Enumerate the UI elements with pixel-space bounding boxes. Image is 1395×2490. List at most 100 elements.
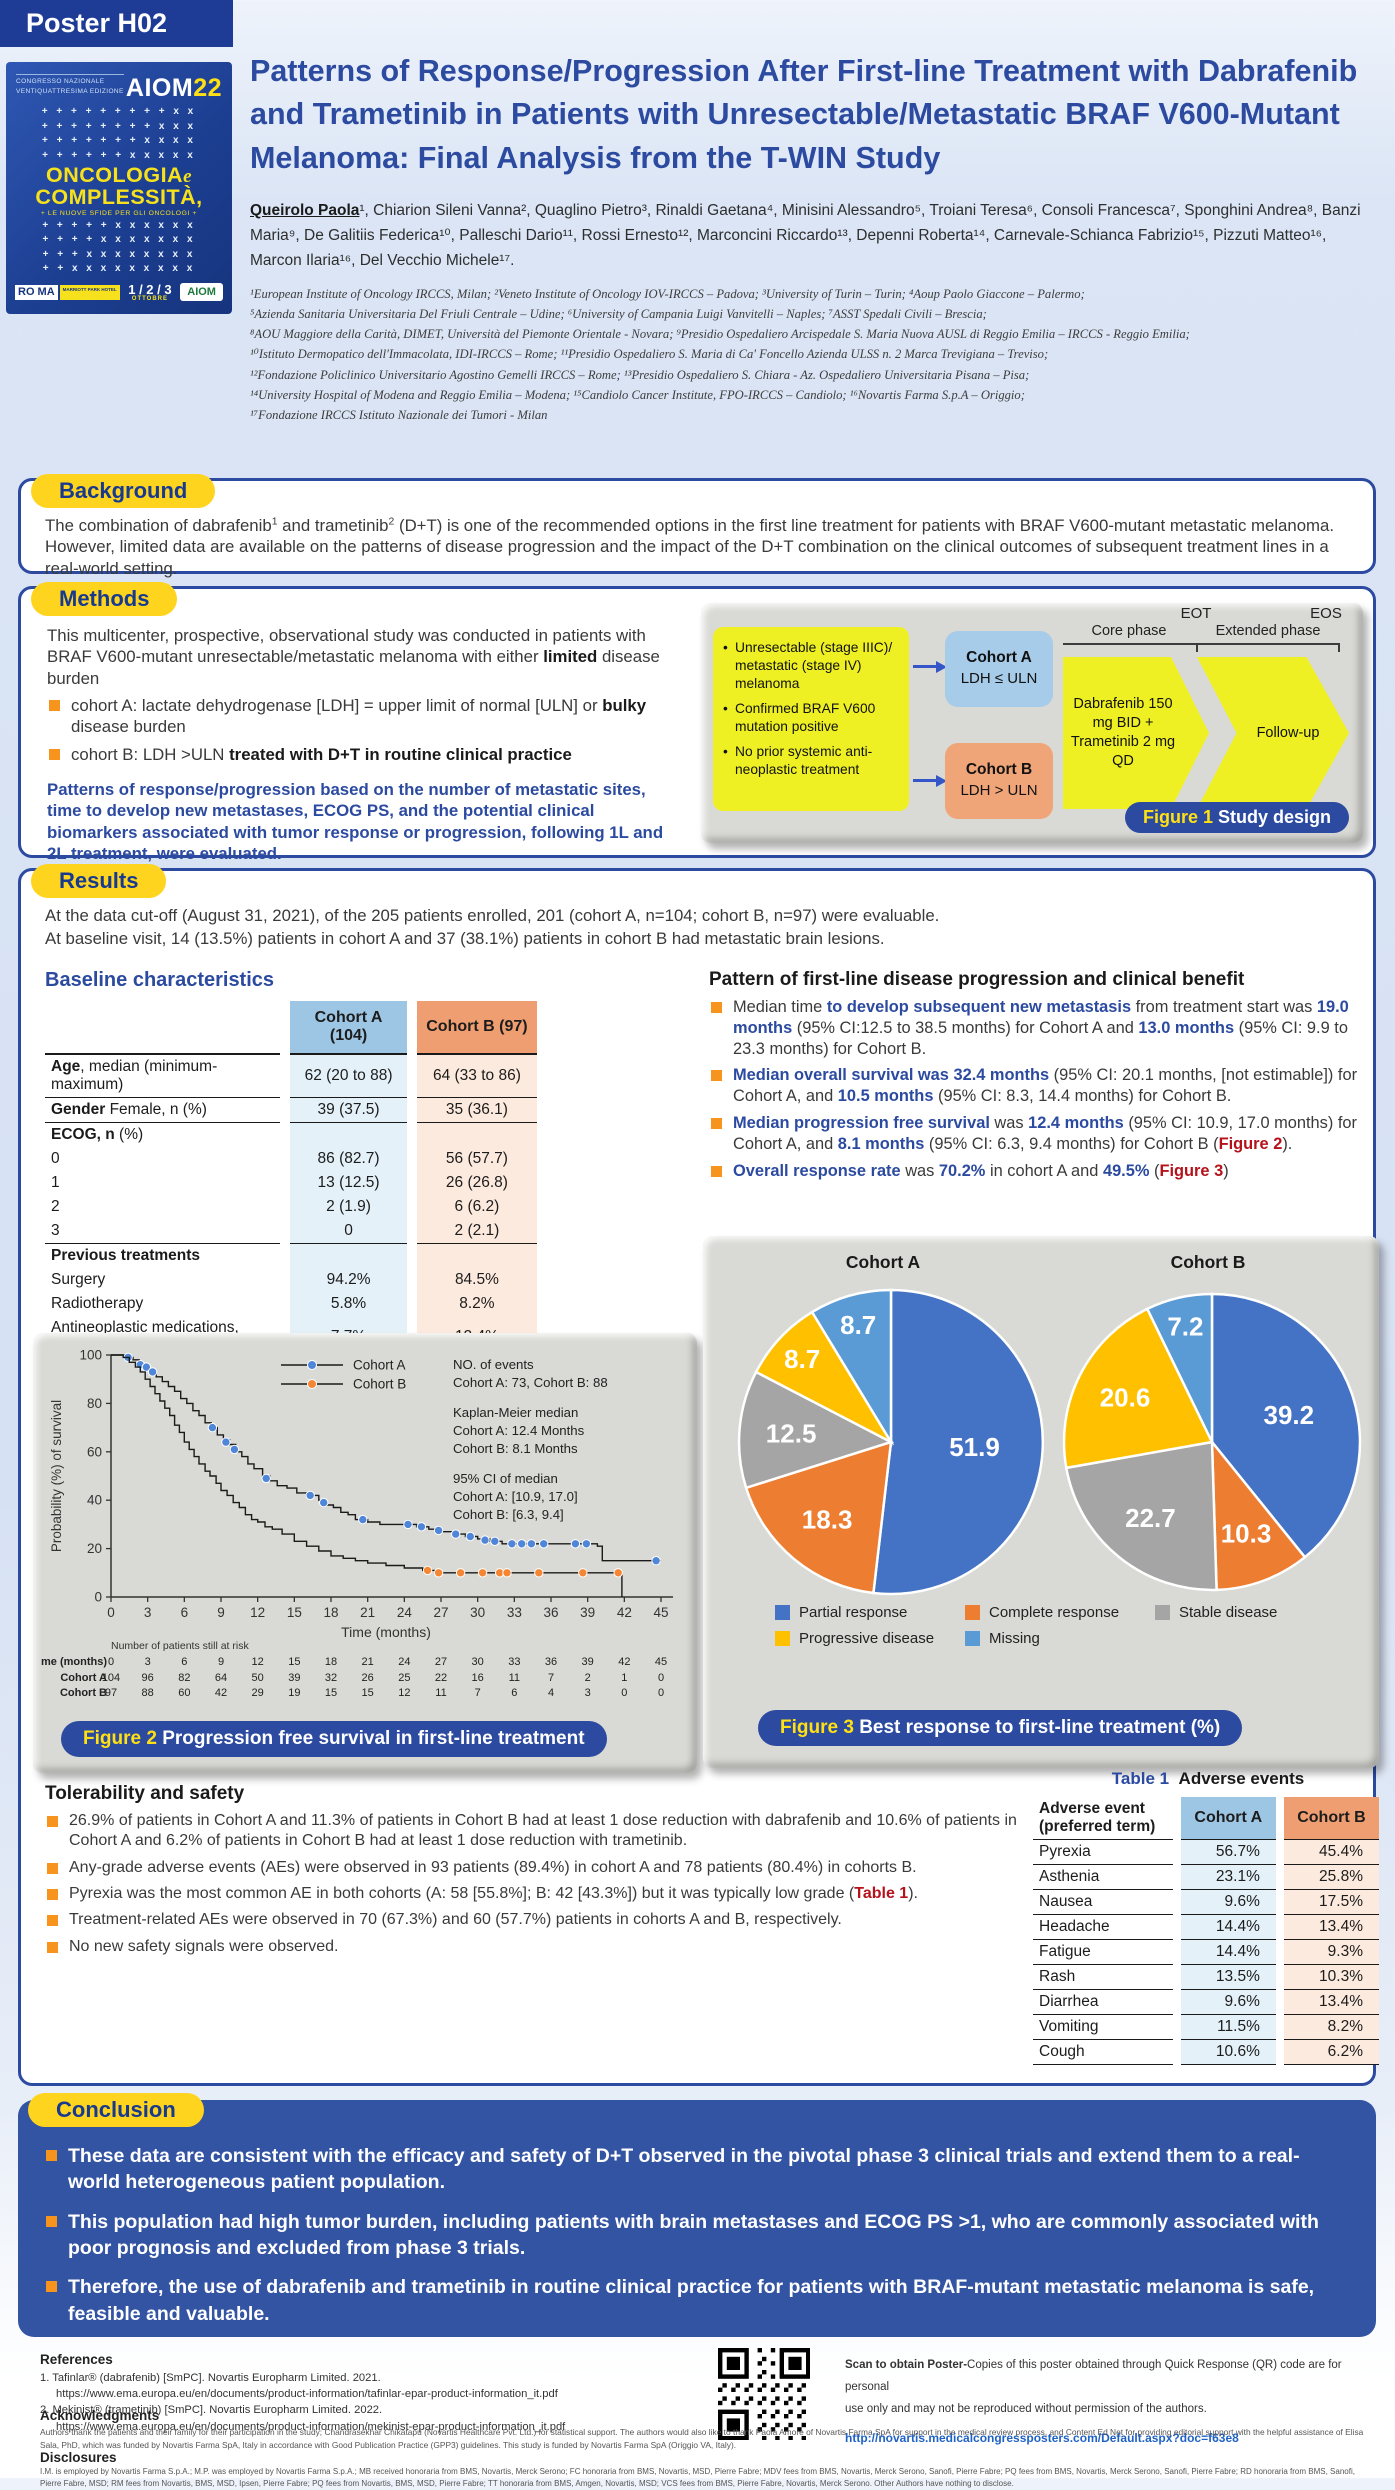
tolerability-title: Tolerability and safety [45, 1783, 245, 1804]
svg-text:39: 39 [582, 1656, 594, 1668]
svg-text:7.2: 7.2 [1167, 1312, 1203, 1342]
svg-text:82: 82 [178, 1672, 190, 1684]
svg-text:Cohort B: Cohort B [60, 1687, 107, 1699]
congress-theme: ONCOLOGIAe COMPLESSITÀ, [35, 163, 203, 209]
reference-link[interactable]: https://www.ema.europa.eu/en/documents/p… [56, 2388, 558, 2401]
conclusion-section: Conclusion These data are consistent wit… [18, 2093, 1376, 2337]
svg-text:30: 30 [472, 1656, 484, 1668]
pie-legend: Partial response Complete response Stabl… [775, 1604, 1277, 1647]
table-row: Age, median (minimum-maximum) 62 (20 to 8… [45, 1054, 537, 1098]
km-plot: 0 20 40 60 80 100 0 3 6 9 12 15 18 21 24 27 30 33 36 39 42 45… [31, 1339, 689, 1716]
pie-chart-cohort-b: 39.2 10.3 22.7 20.6 7.2 [1058, 1288, 1366, 1601]
svg-text:3: 3 [585, 1687, 591, 1699]
svg-text:40: 40 [87, 1493, 102, 1508]
svg-text:11: 11 [435, 1687, 446, 1699]
svg-text:Cohort B: [6.3, 9.4]: Cohort B: [6.3, 9.4] [453, 1507, 564, 1522]
acknowledgments-text: Authors thank the patients and their fam… [40, 2427, 1364, 2450]
svg-text:104: 104 [102, 1672, 120, 1684]
figure2-caption: Figure 2 Progression free survival in fi… [61, 1721, 607, 1757]
figure3-caption: Figure 3 Best response to first-line tre… [758, 1710, 1243, 1746]
results-section: Results At the data cut-off (August 31, … [18, 864, 1379, 2086]
svg-text:9: 9 [217, 1605, 225, 1620]
svg-text:25: 25 [398, 1672, 410, 1684]
svg-text:2: 2 [585, 1672, 591, 1684]
cohort-a-box: Cohort A LDH ≤ ULN [945, 631, 1053, 707]
svg-text:42: 42 [617, 1605, 632, 1620]
svg-text:Cohort A: [10.9, 17.0]: Cohort A: [10.9, 17.0] [453, 1489, 578, 1504]
references-list: 1. Tafinlar® (dabrafenib) [SmPC]. Novart… [40, 2370, 680, 2435]
svg-text:Cohort A: Cohort A [353, 1358, 406, 1373]
svg-text:0: 0 [658, 1687, 664, 1699]
svg-text:60: 60 [87, 1444, 102, 1459]
svg-text:Time (months): Time (months) [41, 1656, 107, 1668]
svg-text:11: 11 [509, 1672, 520, 1684]
svg-text:42: 42 [618, 1656, 630, 1668]
pattern-bullet: Median progression free survival was 12.… [709, 1113, 1369, 1155]
table-row: 1 13 (12.5) 26 (26.8) [45, 1171, 537, 1195]
svg-text:26: 26 [362, 1672, 374, 1684]
timeline-line [1063, 643, 1339, 645]
scan-instructions: Scan to obtain Poster-Copies of this pos… [845, 2359, 1342, 2445]
svg-text:95% CI of median: 95% CI of median [453, 1471, 558, 1486]
reference-link[interactable]: https://www.ema.europa.eu/en/documents/p… [56, 2420, 566, 2433]
pattern-bullet: Overall response rate was 70.2% in cohor… [709, 1161, 1369, 1182]
svg-text:39: 39 [288, 1672, 300, 1684]
conclusion-bullet: These data are consistent with the effic… [44, 2143, 1338, 2196]
svg-text:6: 6 [511, 1687, 517, 1699]
svg-text:24: 24 [397, 1605, 413, 1620]
svg-text:3: 3 [145, 1656, 151, 1668]
svg-text:10.3: 10.3 [1221, 1519, 1272, 1549]
pattern-title: Pattern of first-line disease progressio… [709, 969, 1245, 990]
baseline-table: Cohort A (104) Cohort B (97) Age, median… [45, 1001, 537, 1359]
tolerability-bullet: Treatment-related AEs were observed in 7… [45, 1910, 1045, 1930]
conclusion-bullet: Therefore, the use of dabrafenib and tra… [44, 2274, 1338, 2327]
svg-text:15: 15 [325, 1687, 337, 1699]
acknowledgments-heading: Acknowledgments [40, 2408, 160, 2423]
table-row: Diarrhea 9.6% 13.4% [1033, 1989, 1379, 2015]
svg-text:97: 97 [105, 1687, 117, 1699]
svg-text:Kaplan-Meier median: Kaplan-Meier median [453, 1405, 578, 1420]
aiom-mini-logo: AIOM [180, 283, 223, 302]
svg-text:6: 6 [181, 1656, 187, 1668]
svg-text:88: 88 [142, 1687, 154, 1699]
table-row: Gender Female, n (%) 39 (37.5) 35 (36.1) [45, 1097, 537, 1123]
tolerability-bullet: No new safety signals were observed. [45, 1937, 1045, 1957]
qr-code [718, 2348, 811, 2445]
timeline-tick-eos [1338, 643, 1340, 652]
legend-swatch-partial-response [775, 1605, 790, 1620]
svg-text:9: 9 [218, 1656, 224, 1668]
table-row: 0 86 (82.7) 56 (57.7) [45, 1147, 537, 1171]
poster-url-link[interactable]: http://novartis.medicalcongressposters.c… [845, 2430, 1239, 2445]
svg-text:Cohort A: 12.4 Months: Cohort A: 12.4 Months [453, 1423, 585, 1438]
disclosures-heading: Disclosures [40, 2450, 117, 2465]
congress-tagline: + LE NUOVE SFIDE PER GLI ONCOLOGI + [40, 209, 198, 217]
poster-number-badge: Poster H02 [0, 0, 233, 47]
disclosures-text: I.M. is employed by Novartis Farma S.p.A… [40, 2467, 1355, 2488]
svg-text:18: 18 [323, 1605, 338, 1620]
legend-swatch-missing [965, 1631, 980, 1646]
legend-swatch-progressive-disease [775, 1631, 790, 1646]
table-row: Rash 13.5% 10.3% [1033, 1964, 1379, 1990]
aiom-logo: AIOM22 [125, 74, 222, 102]
page-title: Patterns of Response/Progression After F… [250, 54, 1358, 175]
svg-text:45: 45 [653, 1605, 668, 1620]
background-section: Background The combination of dabrafenib… [18, 474, 1376, 578]
table-row: Surgery 94.2% 84.5% [45, 1268, 537, 1292]
svg-text:100: 100 [79, 1348, 102, 1363]
arrow-to-cohort-a-icon [913, 660, 947, 673]
table-row: Pyrexia 56.7% 45.4% [1033, 1839, 1379, 1865]
svg-text:42: 42 [215, 1687, 227, 1699]
svg-text:36: 36 [545, 1656, 557, 1668]
svg-text:12: 12 [252, 1656, 264, 1668]
svg-text:NO. of events: NO. of events [453, 1357, 534, 1372]
pie-b-title: Cohort B [1170, 1252, 1246, 1272]
results-heading: Results [31, 864, 167, 898]
affiliations: ¹European Institute of Oncology IRCCS, M… [250, 287, 1190, 422]
table-row: ECOG, n (%) [45, 1122, 537, 1147]
figure1-panel: Unresectable (stage IIIC)/ metastatic (s… [701, 603, 1363, 843]
svg-text:30: 30 [470, 1605, 485, 1620]
table-row: Cough 10.6% 6.2% [1033, 2039, 1379, 2065]
tolerability-bullet: 26.9% of patients in Cohort A and 11.3% … [45, 1811, 1045, 1852]
references-heading: References [40, 2352, 113, 2367]
svg-text:0: 0 [94, 1590, 102, 1605]
